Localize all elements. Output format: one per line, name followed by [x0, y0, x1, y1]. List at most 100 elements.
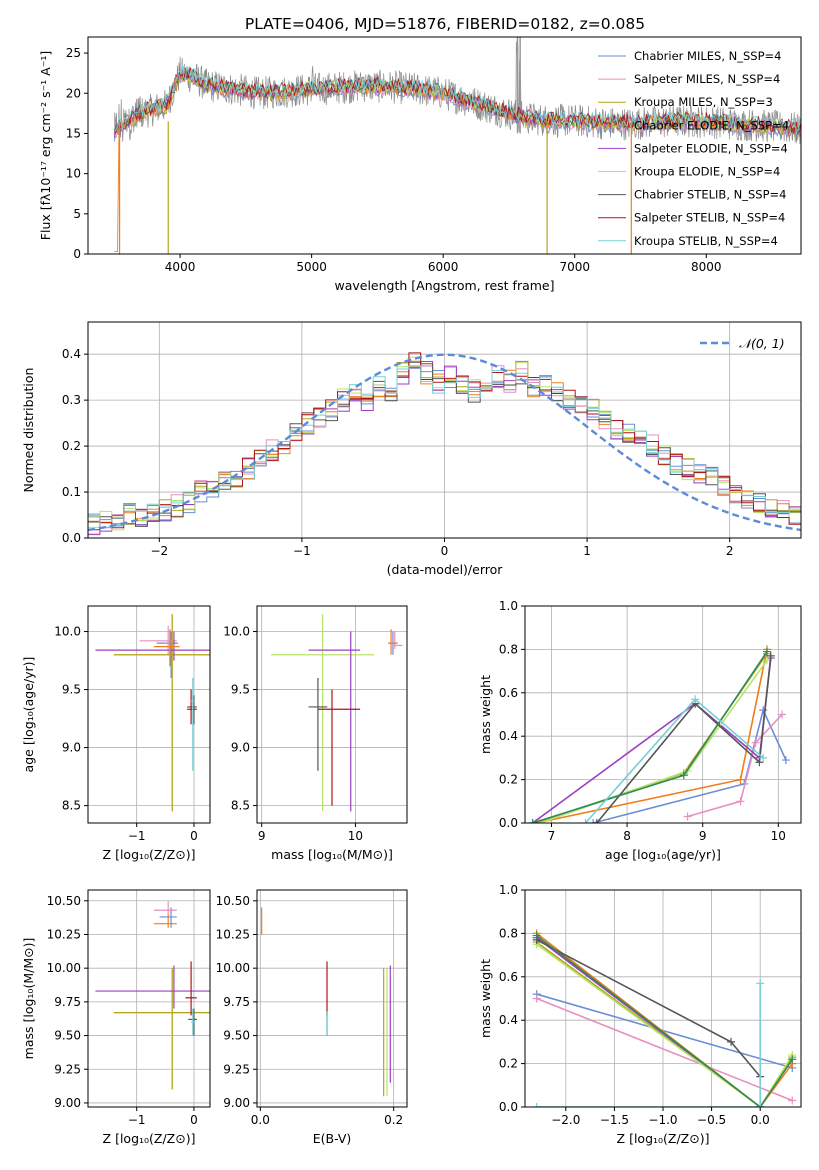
weight-marker [592, 819, 601, 823]
x-tick-label: −1.5 [600, 1113, 629, 1127]
weight-marker [756, 979, 765, 988]
y-tick-label: 8.5 [231, 799, 250, 813]
y-tick-label: 0.0 [62, 531, 81, 545]
y-tick-label: 9.75 [223, 995, 250, 1009]
y-axis-label: age [log₁₀(age/yr)] [21, 657, 36, 773]
y-tick-label: 9.0 [62, 741, 81, 755]
errorbar-point [317, 689, 361, 806]
y-tick-label: 0.4 [499, 729, 518, 743]
weight-series [581, 695, 768, 823]
x-tick-label: 5000 [296, 260, 327, 274]
axes-frame [87, 889, 211, 1108]
x-tick-label: 7 [548, 829, 556, 843]
weight-series [532, 940, 797, 1107]
plot-area [95, 900, 210, 1090]
y-tick-label: 9.5 [62, 683, 81, 697]
y-tick-label: 0.2 [499, 1057, 518, 1071]
errorbar-point [187, 689, 197, 725]
weight-marker [532, 994, 541, 1003]
y-axis-label: mass weight [478, 675, 493, 754]
plot-area [271, 614, 403, 812]
y-tick-label: 9.25 [223, 1062, 250, 1076]
plot-area [113, 37, 801, 254]
y-tick-label: 10.25 [216, 927, 250, 941]
errorbar-point [392, 631, 403, 649]
weight-marker [781, 756, 790, 765]
errorbar-point [113, 968, 210, 1090]
y-tick-label: 9.00 [54, 1096, 81, 1110]
axes-frame [256, 605, 408, 824]
errorbar-point [191, 1008, 196, 1036]
y-tick-label: 9.5 [231, 683, 250, 697]
legend-label: Salpeter STELIB, N_SSP=4 [634, 211, 785, 225]
y-tick-label: 9.25 [54, 1062, 81, 1076]
x-axis-label: wavelength [Angstrom, rest frame] [334, 278, 554, 293]
weight-series [532, 990, 797, 1072]
y-axis-label: mass weight [478, 959, 493, 1038]
x-tick-label: 9 [258, 829, 266, 843]
y-tick-label: 0.4 [62, 347, 81, 361]
y-tick-label: 10.50 [216, 894, 250, 908]
y-tick-label: 0.3 [62, 393, 81, 407]
legend: 𝒩(0, 1) [700, 336, 785, 351]
y-tick-label: 0.6 [499, 686, 518, 700]
errorbar-point [191, 677, 196, 771]
y-tick-label: 10.50 [47, 894, 81, 908]
weight-line [536, 934, 793, 1107]
x-axis-label: (data-model)/error [387, 562, 504, 577]
panel-age-vs-Z: −1 0 8.5 9.0 9.5 10.0 Z [log₁₀(Z/Z⊙)] age [log₁… [21, 605, 211, 862]
plot-area [261, 907, 391, 1097]
x-tick-label: 9 [699, 829, 707, 843]
errorbar-point [113, 968, 210, 1090]
errorbar-point [153, 629, 180, 667]
legend-label: 𝒩(0, 1) [739, 336, 785, 351]
errorbar-point [308, 631, 361, 812]
weight-marker [766, 651, 775, 660]
errorbar-point [185, 961, 197, 1016]
x-tick-label: 8 [623, 829, 631, 843]
legend-label: Chabrier ELODIE, N_SSP=4 [634, 118, 789, 132]
x-tick-label: 10 [348, 829, 363, 843]
weight-series [532, 979, 765, 1107]
axes-frame [256, 889, 408, 1108]
y-tick-label: 10.25 [47, 927, 81, 941]
x-tick-label: 7000 [559, 260, 590, 274]
weight-marker [778, 710, 787, 719]
x-tick-label: 1 [583, 544, 591, 558]
plot-area [88, 352, 801, 536]
legend-label: Kroupa ELODIE, N_SSP=4 [634, 165, 780, 179]
weight-marker [683, 812, 692, 821]
x-tick-label: −1 [293, 544, 311, 558]
y-axis-label: Normed distribution [21, 368, 36, 493]
legend-label: Kroupa STELIB, N_SSP=4 [634, 234, 778, 248]
x-tick-label: −2.0 [551, 1113, 580, 1127]
x-tick-label: 0.0 [251, 1113, 270, 1127]
x-axis-label: Z [log₁₀(Z/Z⊙)] [103, 847, 196, 862]
weight-marker [532, 1103, 541, 1107]
axes-frame [87, 605, 211, 824]
model-spectrum [113, 66, 801, 135]
y-tick-label: 0.2 [62, 439, 81, 453]
legend-label: Salpeter ELODIE, N_SSP=4 [634, 141, 788, 155]
weight-marker [589, 819, 598, 823]
legend-label: Salpeter MILES, N_SSP=4 [634, 72, 780, 86]
errorbar-point [271, 614, 375, 812]
legend-label: Chabrier MILES, N_SSP=4 [634, 49, 781, 63]
y-tick-label: 8.5 [62, 799, 81, 813]
x-tick-label: 0 [441, 544, 449, 558]
weight-marker [691, 695, 700, 704]
y-tick-label: 0.1 [62, 485, 81, 499]
panel-mass-weight-vs-age: 7 8 9 10 0.0 0.2 0.4 0.6 0.8 1.0 age [log₁₀(age/yr… [478, 599, 802, 862]
model-spectrum [113, 71, 801, 142]
legend: Chabrier MILES, N_SSP=4 Salpeter MILES, N… [598, 49, 789, 248]
weight-marker [532, 931, 541, 940]
y-tick-label: 10.00 [47, 961, 81, 975]
y-tick-label: 20 [66, 86, 81, 100]
x-tick-label: 0 [190, 1113, 198, 1127]
y-tick-label: 0.4 [499, 1013, 518, 1027]
panel-mass-weight-vs-Z: −2.0 −1.5 −1.0 −0.5 0.0 0.0 0.2 0.4 0.6 0.8 1.0 Z [… [478, 883, 802, 1146]
y-tick-label: 10.00 [216, 961, 250, 975]
weight-series [683, 710, 787, 821]
y-tick-label: 10.0 [54, 625, 81, 639]
weight-marker [759, 706, 768, 715]
